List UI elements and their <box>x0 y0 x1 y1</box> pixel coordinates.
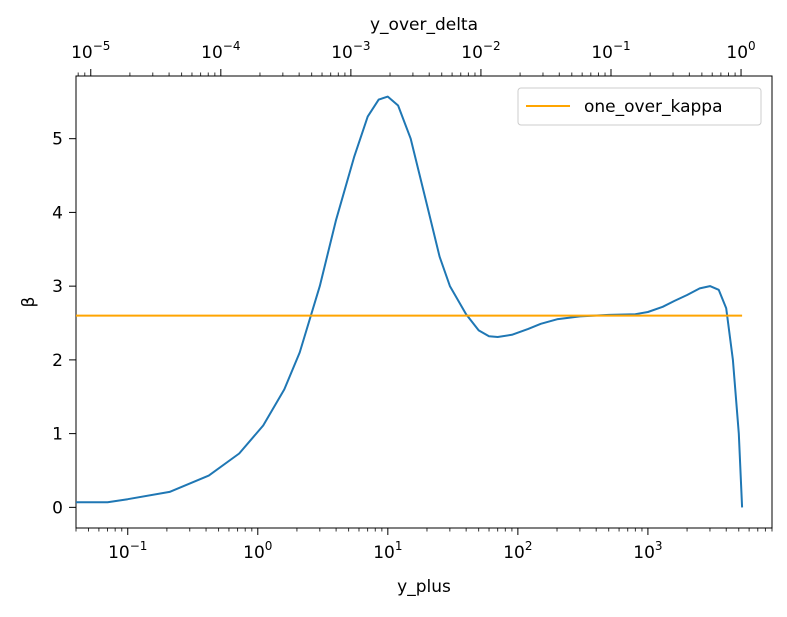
y-tick-label: 1 <box>52 425 63 445</box>
legend-box <box>517 87 762 126</box>
plot-frame <box>75 75 773 529</box>
top-tick-label: 10−5 <box>71 39 110 63</box>
legend-label-one-over-kappa: one_over_kappa <box>584 97 723 117</box>
x-tick-label: 101 <box>373 539 402 563</box>
x-axis-title: y_plus <box>397 577 451 597</box>
top-tick-label: 10−4 <box>201 39 240 63</box>
y-tick-label: 4 <box>52 203 63 223</box>
y-axis-title: β <box>19 297 39 308</box>
top-tick-label: 100 <box>726 39 755 63</box>
x-tick-label: 10−1 <box>108 539 147 563</box>
y-tick-label: 2 <box>52 351 63 371</box>
secondary-x-axis-ticks: 10−5 10−4 10−3 10−2 10−1 100 <box>71 39 756 76</box>
y-axis-ticks: 0 1 2 3 4 5 <box>52 130 76 518</box>
top-tick-label: 10−1 <box>591 39 630 63</box>
x-tick-label: 103 <box>633 539 662 563</box>
series-layer <box>76 95 744 508</box>
y-tick-label: 0 <box>52 498 63 518</box>
x-tick-label: 100 <box>243 539 272 563</box>
series-line-beta <box>76 95 744 508</box>
top-tick-label: 10−2 <box>461 39 500 63</box>
x-tick-label: 102 <box>503 539 532 563</box>
top-tick-label: 10−3 <box>331 39 370 63</box>
y-tick-label: 3 <box>52 277 63 297</box>
legend: one_over_kappa <box>517 87 762 126</box>
secondary-x-axis-title: y_over_delta <box>370 15 478 35</box>
y-tick-label: 5 <box>52 130 63 150</box>
x-axis-ticks: 10−1 100 101 102 103 <box>75 528 773 563</box>
